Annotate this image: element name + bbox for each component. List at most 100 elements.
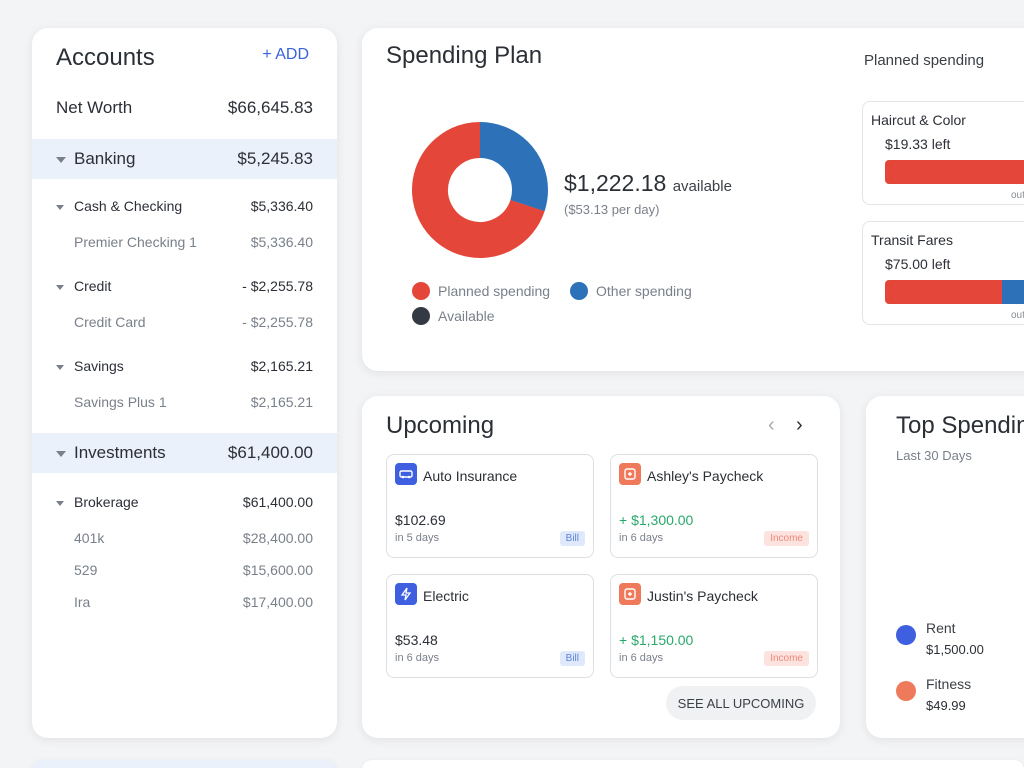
per-day-amount: ($53.13 per day)	[564, 202, 660, 217]
spending-plan-card: Spending Plan Planned spending $1,222.18…	[362, 28, 1024, 371]
top-spending-subtitle: Last 30 Days	[896, 448, 972, 463]
upcoming-name: Auto Insurance	[423, 468, 518, 484]
upcoming-name: Ashley's Paycheck	[647, 468, 764, 484]
category-progress-remaining	[1002, 280, 1024, 304]
legend-other-spending: Other spending	[570, 282, 692, 300]
spending-donut-chart	[412, 122, 548, 258]
caret-down-icon	[56, 500, 64, 506]
category-left: $19.33 left	[885, 136, 951, 152]
account-item-401k[interactable]: 401k $28,400.00	[32, 528, 337, 548]
upcoming-title: Upcoming	[386, 412, 495, 439]
category-name: Haircut & Color	[871, 112, 966, 128]
legend-available: Available	[412, 307, 495, 325]
upcoming-amount: + $1,300.00	[619, 512, 694, 528]
spending-plan-title: Spending Plan	[386, 42, 543, 69]
account-subgroup-savings[interactable]: Savings $2,165.21	[32, 356, 337, 376]
account-group-investments[interactable]: Investments $61,400.00	[32, 433, 337, 473]
paycheck-icon	[619, 463, 641, 485]
account-value: $28,400.00	[242, 530, 313, 546]
upcoming-name: Justin's Paycheck	[647, 588, 758, 604]
subgroup-value: $2,165.21	[250, 358, 313, 374]
available-amount: $1,222.18	[564, 170, 667, 196]
account-label: Credit Card	[74, 314, 146, 330]
top-spending-title: Top Spending	[896, 412, 1024, 439]
caret-down-icon	[56, 156, 66, 163]
caret-down-icon	[56, 284, 64, 290]
upcoming-item-electric[interactable]: Electric $53.48 in 6 days Bill	[386, 574, 594, 678]
see-all-upcoming-button[interactable]: SEE ALL UPCOMING	[666, 686, 816, 720]
account-item-529[interactable]: 529 $15,600.00	[32, 560, 337, 580]
upcoming-amount: + $1,150.00	[619, 632, 694, 648]
legend-dot	[412, 282, 430, 300]
bill-badge: Bill	[559, 531, 585, 546]
top-spending-item-fitness[interactable]: Fitness $49.99	[896, 676, 971, 713]
upcoming-when: in 6 days	[619, 532, 664, 544]
group-value: $61,400.00	[227, 443, 313, 462]
available-amount-line: $1,222.18 available	[564, 170, 732, 197]
group-label: Banking	[74, 149, 136, 168]
account-item-ira[interactable]: Ira $17,400.00	[32, 592, 337, 612]
account-item-credit-card[interactable]: Credit Card - $2,255.78	[32, 312, 337, 332]
upcoming-item-ashley-paycheck[interactable]: Ashley's Paycheck + $1,300.00 in 6 days …	[610, 454, 818, 558]
subgroup-value: $5,336.40	[250, 198, 313, 214]
net-worth-row: Net Worth $66,645.83	[32, 96, 337, 120]
chevron-left-icon[interactable]: ‹	[768, 414, 775, 436]
subgroup-label: Cash & Checking	[74, 198, 183, 214]
category-progress-bar	[885, 280, 1024, 304]
electric-icon	[395, 583, 417, 605]
top-spending-amount: $1,500.00	[926, 642, 984, 657]
caret-down-icon	[56, 364, 64, 370]
caret-down-icon	[56, 450, 66, 457]
bottom-card-right	[362, 760, 1024, 768]
category-dot	[896, 681, 916, 701]
car-icon	[395, 463, 417, 485]
account-value: $17,400.00	[242, 594, 313, 610]
accounts-title: Accounts	[56, 44, 155, 71]
legend-label: Available	[438, 308, 495, 324]
account-label: Premier Checking 1	[74, 234, 197, 250]
upcoming-when: in 6 days	[395, 652, 440, 664]
top-spending-amount: $49.99	[926, 698, 966, 713]
account-label: 401k	[74, 530, 105, 546]
category-of: out of $120	[1010, 310, 1024, 321]
top-spending-card: Top Spending Last 30 Days Rent $1,500.00…	[866, 396, 1024, 738]
income-badge: Income	[764, 531, 809, 546]
group-value: $5,245.83	[237, 149, 313, 168]
available-label: available	[672, 178, 732, 195]
upcoming-card: Upcoming ‹ › Auto Insurance $102.69 in 5…	[362, 396, 840, 738]
account-subgroup-cash[interactable]: Cash & Checking $5,336.40	[32, 196, 337, 216]
account-item-premier-checking[interactable]: Premier Checking 1 $5,336.40	[32, 232, 337, 252]
category-dot	[896, 625, 916, 645]
upcoming-item-auto-insurance[interactable]: Auto Insurance $102.69 in 5 days Bill	[386, 454, 594, 558]
account-subgroup-credit[interactable]: Credit - $2,255.78	[32, 276, 337, 296]
planned-spending-header: Planned spending	[864, 52, 985, 69]
top-spending-name: Rent	[926, 620, 956, 636]
donut-other-segment	[412, 122, 548, 258]
upcoming-item-justin-paycheck[interactable]: Justin's Paycheck + $1,150.00 in 6 days …	[610, 574, 818, 678]
legend-dot	[570, 282, 588, 300]
accounts-card: Accounts + ADD Net Worth $66,645.83 Bank…	[32, 28, 337, 738]
income-badge: Income	[764, 651, 809, 666]
account-group-banking[interactable]: Banking $5,245.83	[32, 139, 337, 179]
upcoming-amount: $53.48	[395, 632, 438, 648]
category-card-haircut[interactable]: Haircut & Color $19.33 left out of $200	[862, 101, 1024, 205]
legend-label: Other spending	[596, 283, 692, 299]
category-card-transit[interactable]: Transit Fares $75.00 left out of $120	[862, 221, 1024, 325]
subgroup-value: $61,400.00	[242, 494, 313, 510]
account-subgroup-brokerage[interactable]: Brokerage $61,400.00	[32, 492, 337, 512]
caret-down-icon	[56, 204, 64, 210]
chevron-right-icon[interactable]: ›	[796, 414, 803, 436]
category-progress-bar	[885, 160, 1024, 184]
top-spending-name: Fitness	[926, 676, 972, 692]
add-account-button[interactable]: + ADD	[262, 46, 309, 63]
top-spending-item-rent[interactable]: Rent $1,500.00	[896, 620, 984, 657]
subgroup-label: Brokerage	[74, 494, 139, 510]
upcoming-when: in 6 days	[619, 652, 664, 664]
legend-planned-spending: Planned spending	[412, 282, 550, 300]
account-value: $15,600.00	[242, 562, 313, 578]
legend-label: Planned spending	[438, 283, 551, 299]
group-label: Investments	[74, 443, 166, 462]
paycheck-icon	[619, 583, 641, 605]
account-item-savings-plus[interactable]: Savings Plus 1 $2,165.21	[32, 392, 337, 412]
account-value: $5,336.40	[250, 234, 313, 250]
